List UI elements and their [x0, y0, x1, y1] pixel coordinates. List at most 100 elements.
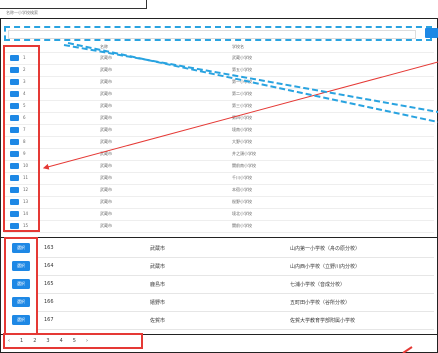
select-button[interactable]: 選択	[12, 261, 30, 271]
row-divider	[4, 160, 434, 161]
row-number: 12	[23, 187, 29, 192]
select-button[interactable]	[10, 103, 19, 109]
search-button[interactable]	[425, 28, 438, 38]
row-number: 15	[23, 223, 29, 228]
row-number: 167	[44, 317, 54, 323]
row-school: 大野小学校	[232, 139, 252, 144]
select-button[interactable]	[10, 127, 19, 133]
select-button[interactable]	[10, 55, 19, 61]
row-school: 桜野小学校	[232, 199, 252, 204]
row-city: 武蔵市	[100, 223, 112, 228]
row-number: 9	[23, 151, 26, 156]
row-city: 武蔵市	[100, 187, 112, 192]
select-button[interactable]: 選択	[12, 297, 30, 307]
row-city: 鹿島市	[150, 282, 166, 288]
search-input[interactable]	[8, 30, 416, 39]
row-divider	[38, 293, 434, 294]
row-city: 武蔵市	[100, 55, 112, 60]
row-divider	[4, 124, 434, 125]
row-school: 第四小学校	[232, 115, 252, 120]
pagination-highlight	[3, 333, 143, 349]
row-number: 166	[44, 299, 54, 305]
row-city: 武蔵市	[100, 127, 112, 132]
row-school: 関前南小学校	[232, 163, 256, 168]
select-button[interactable]	[10, 211, 19, 217]
select-button[interactable]: 選択	[12, 315, 30, 325]
page-2[interactable]: 2	[33, 338, 37, 344]
row-city: 武蔵市	[100, 115, 112, 120]
row-school: 山内西小学校（立野川内分校）	[290, 264, 361, 270]
select-button[interactable]	[10, 163, 19, 169]
select-button[interactable]	[10, 139, 19, 145]
row-school: 第一小学校	[232, 79, 252, 84]
row-number: 164	[44, 263, 54, 269]
row-divider	[38, 329, 434, 330]
row-city: 武蔵市	[100, 163, 112, 168]
select-button[interactable]	[10, 91, 19, 97]
title-tab	[0, 0, 147, 9]
row-school: 境北小学校	[232, 211, 252, 216]
select-button[interactable]	[10, 67, 19, 73]
row-school: 関前小学校	[232, 223, 252, 228]
row-number: 4	[23, 91, 26, 96]
row-number: 13	[23, 199, 29, 204]
row-city: 武蔵市	[100, 151, 112, 156]
row-divider	[4, 64, 434, 65]
select-button[interactable]: 選択	[12, 243, 30, 253]
page-3[interactable]: 3	[46, 338, 50, 344]
row-city: 武蔵市	[150, 246, 166, 252]
select-button[interactable]	[10, 175, 19, 181]
row-number: 11	[23, 175, 29, 180]
row-school: 井之頭小学校	[232, 151, 256, 156]
row-city: 武蔵市	[100, 199, 112, 204]
select-button[interactable]	[10, 115, 19, 121]
page-prev[interactable]: ‹	[8, 338, 10, 344]
row-number: 165	[44, 281, 54, 287]
select-button[interactable]	[10, 187, 19, 193]
zoomed-table	[0, 237, 438, 335]
row-school: 佐賀大学教育学部附属小学校	[290, 318, 356, 324]
row-divider	[4, 136, 434, 137]
row-divider	[4, 208, 434, 209]
dashed-callout-line-2	[67, 42, 438, 123]
row-city: 武蔵市	[100, 91, 112, 96]
row-city: 武蔵市	[100, 211, 112, 216]
row-divider	[4, 196, 434, 197]
select-button[interactable]	[10, 79, 19, 85]
row-divider	[4, 148, 434, 149]
select-button[interactable]	[10, 199, 19, 205]
row-divider	[4, 112, 434, 113]
row-city: 武蔵市	[150, 264, 166, 270]
row-divider	[38, 275, 434, 276]
page-1[interactable]: 1	[20, 338, 24, 344]
row-school: 山内第一小学校（舟の原分校）	[290, 246, 361, 252]
row-number: 3	[23, 79, 26, 84]
header-divider	[4, 52, 434, 53]
row-city: 武蔵市	[100, 79, 112, 84]
select-button[interactable]	[10, 151, 19, 157]
row-city: 武蔵市	[100, 103, 112, 108]
page-4[interactable]: 4	[59, 338, 63, 344]
select-button[interactable]	[10, 223, 19, 229]
page-5[interactable]: 5	[72, 338, 76, 344]
row-city: 佐賀市	[150, 318, 166, 324]
page-title: 名称一小学校検索	[6, 10, 38, 15]
row-number: 7	[23, 127, 26, 132]
red-arrow	[42, 61, 438, 170]
dashed-callout-line-1	[63, 44, 438, 113]
row-school: 五町田小学校（谷所分校）	[290, 300, 351, 306]
row-divider	[4, 76, 434, 77]
row-school: 第五小学校	[232, 67, 252, 72]
pagination: ‹ 1 2 3 4 5 ›	[8, 338, 88, 344]
row-school: 七浦小学校（音成分校）	[290, 282, 346, 288]
select-column-highlight	[3, 45, 40, 232]
row-number: 1	[23, 55, 26, 60]
row-number: 5	[23, 103, 26, 108]
row-divider	[4, 172, 434, 173]
row-divider	[38, 311, 434, 312]
row-number: 14	[23, 211, 29, 216]
row-city: 武蔵市	[100, 67, 112, 72]
select-button[interactable]: 選択	[12, 279, 30, 289]
row-school: 第三小学校	[232, 103, 252, 108]
page-next[interactable]: ›	[85, 338, 88, 344]
